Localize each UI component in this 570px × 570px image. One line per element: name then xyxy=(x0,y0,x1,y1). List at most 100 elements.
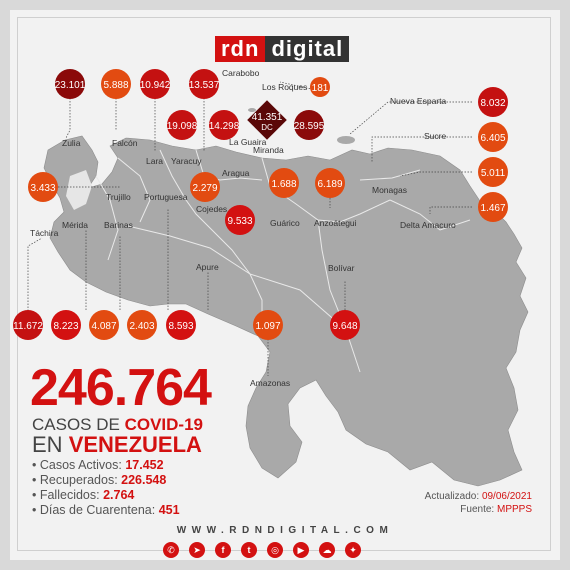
caption-highlight-2: VENEZUELA xyxy=(68,432,202,457)
logo-digital: digital xyxy=(265,36,350,62)
value-falcon: 5.888 xyxy=(103,80,128,91)
stat-deaths-value: 2.764 xyxy=(103,488,135,502)
bubble-trujillo xyxy=(28,172,58,202)
value-lara: 10.942 xyxy=(140,80,171,91)
value-apure: 8.593 xyxy=(168,321,193,332)
bubble-apure xyxy=(166,310,196,340)
label-monagas: Monagas xyxy=(372,185,407,195)
label-merida: Mérida xyxy=(62,220,88,230)
label-zulia: Zulia xyxy=(62,138,81,148)
label-la-guaira: La Guaira xyxy=(229,137,267,147)
logo-rdn: rdn xyxy=(215,36,266,62)
bubble-bolivar xyxy=(330,310,360,340)
label-sucre: Sucre xyxy=(424,131,446,141)
label-yaracuy: Yaracuy xyxy=(171,156,202,166)
total-cases: 246.764 xyxy=(30,359,212,417)
bubble-lara xyxy=(140,69,170,99)
updated-date: 09/06/2021 xyxy=(481,491,532,502)
facebook-icon[interactable]: f xyxy=(215,542,231,558)
bubble-monagas xyxy=(478,157,508,187)
label-falcon: Falcón xyxy=(112,138,138,148)
caption-prefix-1: CASOS DE xyxy=(32,415,125,434)
label-nueva-esparta: Nueva Esparta xyxy=(390,96,446,106)
value-dc: 41.351 xyxy=(252,112,283,123)
stat-quarantine: • Días de Cuarentena: 451 xyxy=(32,503,180,518)
value-los-roques: 181 xyxy=(312,83,329,94)
label-barinas: Barinas xyxy=(104,220,133,230)
updated-label: Actualizado: xyxy=(424,491,482,502)
source-label: Fuente: xyxy=(460,504,497,515)
lake-maracaibo xyxy=(66,170,92,210)
label-bolivar: Bolívar xyxy=(328,263,355,273)
label-lara: Lara xyxy=(146,156,163,166)
label-tachira: Táchira xyxy=(30,228,59,238)
bubble-yaracuy xyxy=(167,110,197,140)
value-cojedes: 2.279 xyxy=(192,183,217,194)
twitter-icon[interactable]: t xyxy=(241,542,257,558)
bubble-amazonas xyxy=(253,310,283,340)
instagram-icon[interactable]: ◎ xyxy=(267,542,283,558)
plus-icon[interactable]: ✦ xyxy=(345,542,361,558)
bubble-tachira xyxy=(13,310,43,340)
stat-active-label: • Casos Activos: xyxy=(32,458,126,472)
value-bubbles: 23.101 5.888 10.942 13.537 19.098 14.298… xyxy=(13,69,508,340)
label-portuguesa: Portuguesa xyxy=(144,192,188,202)
caption-prefix-2: EN xyxy=(32,432,69,457)
label-guarico: Guárico xyxy=(270,218,300,228)
bubble-la-guaira xyxy=(225,205,255,235)
label-aragua: Aragua xyxy=(222,168,250,178)
bubble-aragua xyxy=(209,110,239,140)
stat-recovered: • Recuperados: 226.548 xyxy=(32,473,180,488)
bubble-portuguesa xyxy=(127,310,157,340)
value-trujillo: 3.433 xyxy=(30,183,55,194)
bubble-nueva-esparta xyxy=(478,87,508,117)
bubble-delta-amacuro xyxy=(478,192,508,222)
whatsapp-icon[interactable]: ✆ xyxy=(163,542,179,558)
stat-quarantine-label: • Días de Cuarentena: xyxy=(32,503,159,517)
island-los-roques xyxy=(248,108,256,112)
soundcloud-icon[interactable]: ☁ xyxy=(319,542,335,558)
social-icons: ✆ ➤ f t ◎ ▶ ☁ ✦ xyxy=(163,542,361,558)
stat-deaths-label: • Fallecidos: xyxy=(32,488,104,502)
value-aragua: 14.298 xyxy=(209,121,240,132)
map-shape xyxy=(43,135,529,487)
value-portuguesa: 2.403 xyxy=(129,321,154,332)
value-zulia: 23.101 xyxy=(55,80,86,91)
caption-cases-covid: CASOS DE COVID-19 xyxy=(32,416,203,434)
value-miranda: 28.595 xyxy=(294,121,325,132)
stat-quarantine-value: 451 xyxy=(158,503,180,517)
telegram-icon[interactable]: ➤ xyxy=(189,542,205,558)
stats-list: • Casos Activos: 17.452 • Recuperados: 2… xyxy=(32,458,180,518)
label-cojedes: Cojedes xyxy=(196,204,227,214)
bubble-carabobo xyxy=(189,69,219,99)
bubble-falcon xyxy=(101,69,131,99)
label-anzoategui: Anzoátegui xyxy=(314,218,357,228)
value-guarico: 1.688 xyxy=(271,179,296,190)
stat-active: • Casos Activos: 17.452 xyxy=(32,458,180,473)
label-trujillo: Trujillo xyxy=(106,192,131,202)
frame-border xyxy=(17,17,551,551)
bubble-barinas xyxy=(89,310,119,340)
youtube-icon[interactable]: ▶ xyxy=(293,542,309,558)
value-la-guaira: 9.533 xyxy=(227,216,252,227)
value-barinas: 4.087 xyxy=(91,321,116,332)
website-url[interactable]: WWW.RDNDIGITAL.COM xyxy=(176,525,394,536)
value-anzoategui: 6.189 xyxy=(317,179,342,190)
state-borders xyxy=(95,149,471,373)
bubble-miranda xyxy=(294,110,324,140)
bubble-cojedes xyxy=(190,172,220,202)
label-amazonas: Amazonas xyxy=(250,378,290,388)
value-monagas: 5.011 xyxy=(481,168,506,179)
bubble-los-roques xyxy=(310,77,330,97)
bubble-zulia xyxy=(55,69,85,99)
bubble-sucre xyxy=(478,122,508,152)
value-carabobo: 13.537 xyxy=(189,80,220,91)
leader-lines xyxy=(27,81,472,376)
value-delta-amacuro: 1.467 xyxy=(480,203,505,214)
value-merida: 8.223 xyxy=(53,321,78,332)
update-info: Actualizado: 09/06/2021 Fuente: MPPPS xyxy=(425,490,532,516)
stat-recovered-value: 226.548 xyxy=(121,473,167,487)
stat-deaths: • Fallecidos: 2.764 xyxy=(32,488,180,503)
value-yaracuy: 19.098 xyxy=(167,121,198,132)
